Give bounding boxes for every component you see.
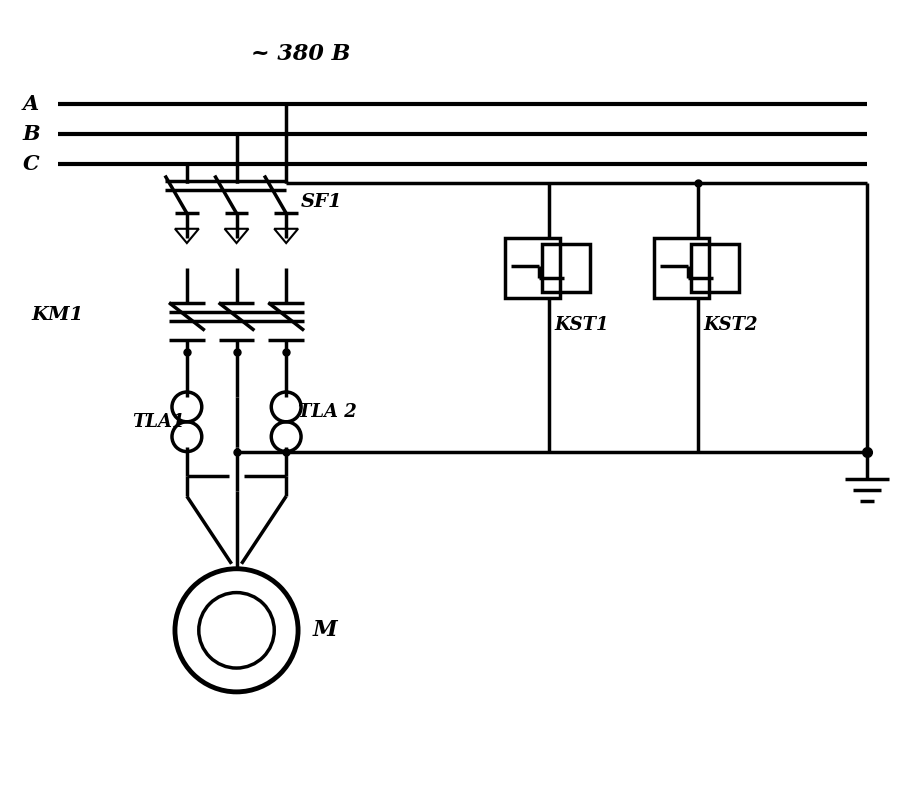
Text: B: B [22, 124, 40, 144]
Text: TLA 2: TLA 2 [298, 403, 356, 421]
Text: KST1: KST1 [554, 316, 608, 334]
Text: M: M [313, 619, 338, 641]
Text: KST2: KST2 [703, 316, 758, 334]
Text: KM1: KM1 [31, 305, 83, 323]
Text: TLA1: TLA1 [132, 413, 184, 430]
Text: ~ 380 B: ~ 380 B [251, 43, 351, 65]
Text: A: A [22, 94, 39, 114]
Bar [542, 244, 590, 292]
Bar [653, 238, 709, 297]
Text: SF1: SF1 [302, 194, 343, 212]
Bar [505, 238, 561, 297]
Text: C: C [22, 153, 40, 174]
Bar [691, 244, 739, 292]
